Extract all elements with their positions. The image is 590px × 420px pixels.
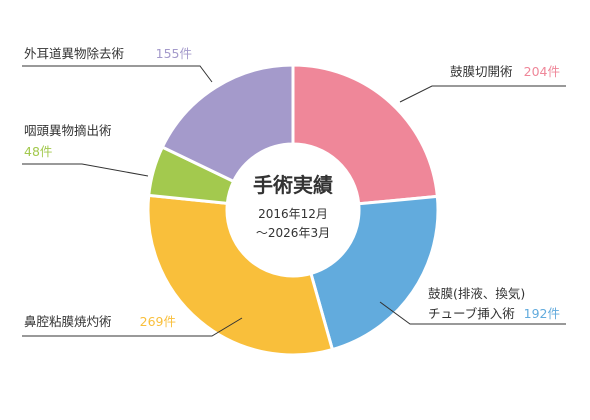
- chart-title: 手術実績: [253, 173, 333, 197]
- slice-count-2: 269件: [140, 314, 176, 329]
- leader-line-3: [22, 163, 149, 177]
- slice-label-4-line-0: 外耳道異物除去術: [24, 46, 124, 61]
- leader-line-2: [22, 317, 243, 337]
- chart-period-start: 2016年12月: [258, 207, 328, 221]
- slice-count-4: 155件: [156, 46, 192, 61]
- slice-label-1-line-1: チューブ挿入術: [428, 306, 515, 321]
- leader-line-0: [399, 85, 566, 103]
- slice-count-1: 192件: [524, 306, 560, 321]
- donut-slice-2: [146, 193, 335, 357]
- donut-slice-1: [309, 194, 440, 352]
- leader-line-1: [379, 301, 566, 325]
- chart-period-end: 〜2026年3月: [256, 226, 330, 240]
- slice-count-0: 204件: [524, 64, 560, 79]
- slice-label-0-line-0: 鼓膜切開術: [450, 64, 513, 79]
- donut-slice-4: [160, 63, 295, 184]
- slice-count-3: 48件: [24, 144, 52, 159]
- slice-label-2-line-0: 鼻腔粘膜焼灼術: [24, 314, 112, 329]
- slice-label-3-line-0: 咽頭異物摘出術: [24, 123, 112, 138]
- donut-slice-0: [291, 63, 439, 206]
- slice-label-1-line-0: 鼓膜(排液、換気): [428, 286, 525, 301]
- leader-line-4: [22, 65, 213, 83]
